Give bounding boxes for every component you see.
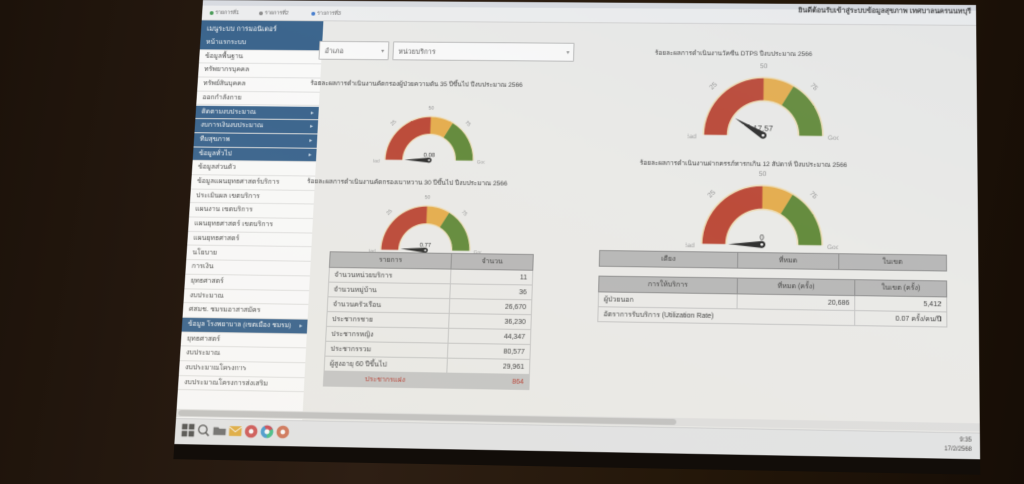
- svg-text:Good: Good: [828, 136, 839, 142]
- svg-text:75: 75: [808, 82, 819, 93]
- svg-text:75: 75: [460, 209, 469, 218]
- svg-text:50: 50: [759, 171, 767, 178]
- svg-text:Bad: Bad: [373, 158, 381, 163]
- svg-text:50: 50: [760, 63, 768, 70]
- svg-text:0: 0: [760, 233, 765, 243]
- svg-text:Good: Good: [477, 159, 487, 164]
- svg-text:75: 75: [808, 190, 819, 201]
- svg-text:25: 25: [389, 119, 398, 127]
- svg-text:Good: Good: [827, 245, 838, 252]
- svg-text:50: 50: [425, 195, 431, 201]
- svg-text:Bad: Bad: [685, 243, 694, 249]
- svg-text:25: 25: [707, 189, 718, 200]
- svg-text:25: 25: [708, 81, 719, 91]
- svg-text:50: 50: [428, 105, 434, 111]
- svg-text:Bad: Bad: [687, 134, 696, 140]
- svg-text:75: 75: [463, 120, 472, 128]
- svg-text:25: 25: [385, 208, 394, 217]
